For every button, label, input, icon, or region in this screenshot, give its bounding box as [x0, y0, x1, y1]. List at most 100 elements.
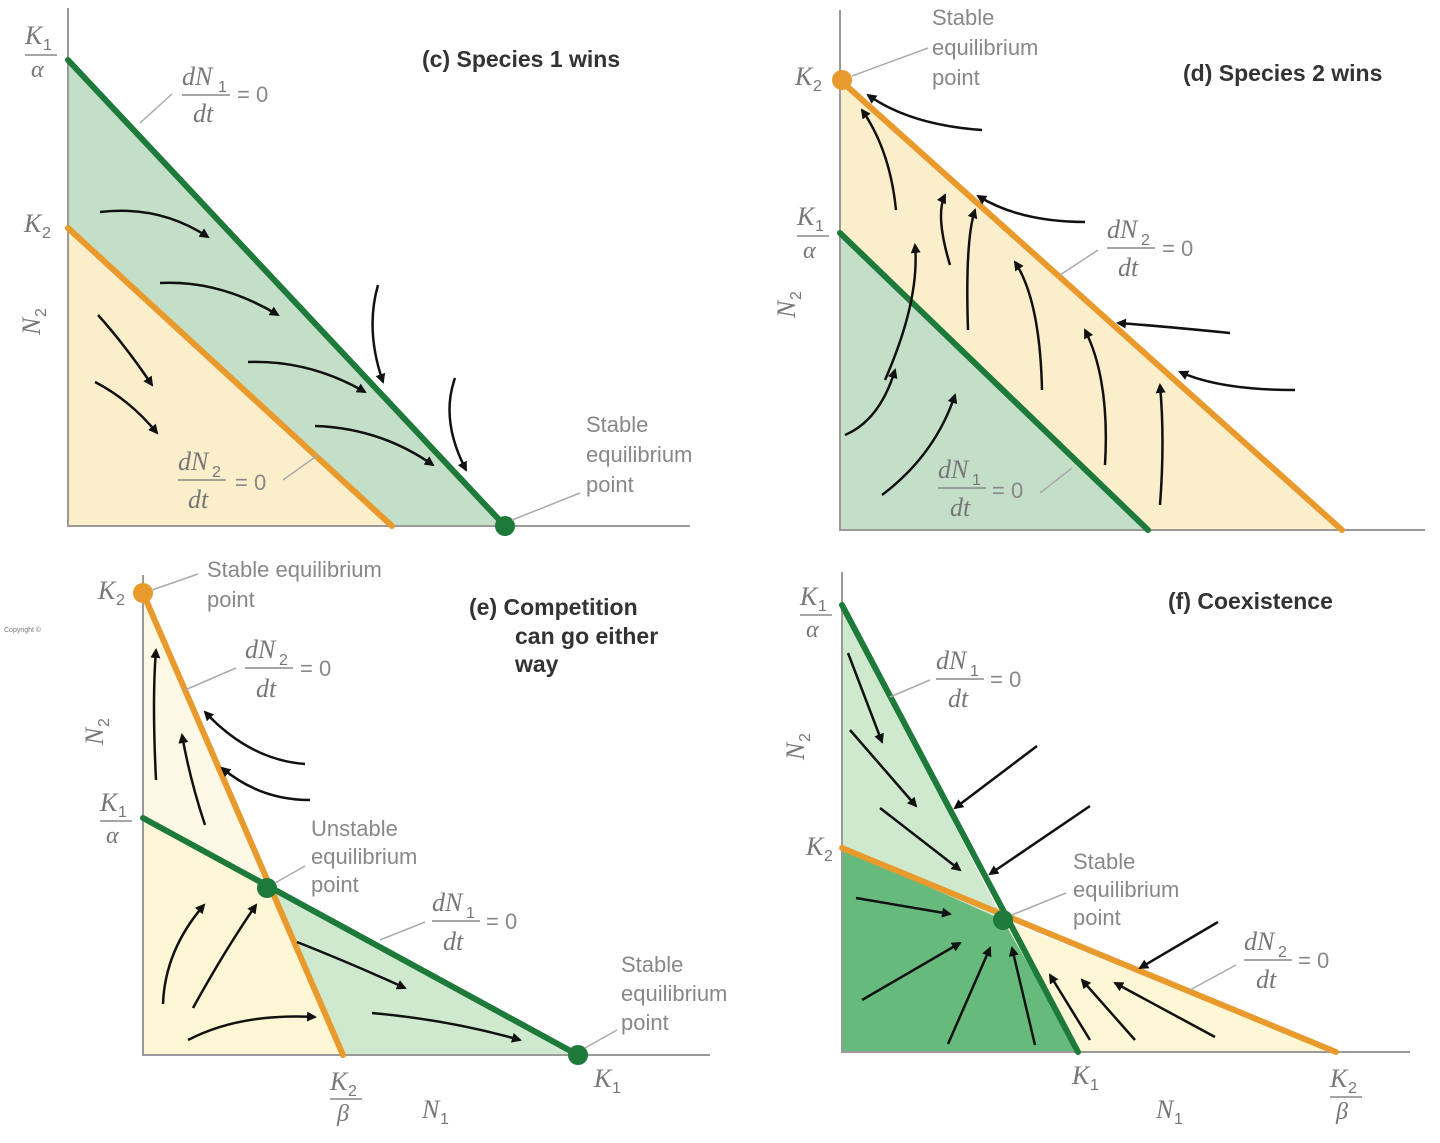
panel-d-iso1-label: dN 1 dt = 0 [938, 455, 1073, 522]
panel-f-stable-point [993, 910, 1013, 930]
svg-text:N: N [781, 741, 810, 761]
panel-f: (f) Coexistence K 1 α N 2 K 2 K 1 N 1 K … [781, 572, 1410, 1128]
arrow [191, 903, 258, 1009]
svg-text:K: K [97, 576, 117, 605]
arrow [97, 314, 154, 387]
svg-text:= 0: = 0 [300, 656, 331, 681]
panel-c-y-mid-label: K 2 [23, 209, 51, 242]
arrow [296, 940, 407, 990]
arrow [220, 766, 311, 802]
svg-text:2: 2 [33, 308, 50, 317]
svg-text:equilibrium: equilibrium [932, 35, 1038, 60]
arrow [855, 896, 952, 918]
svg-text:dN: dN [245, 635, 277, 664]
svg-text:dt: dt [443, 927, 464, 956]
panel-d-y-top-label: K 2 [794, 62, 822, 95]
svg-text:= 0: = 0 [992, 478, 1023, 503]
arrow [314, 424, 435, 467]
panel-c-iso1-label: dN 1 dt = 0 [139, 62, 268, 128]
svg-text:point: point [932, 65, 980, 90]
arrow [94, 380, 159, 435]
panel-e-unstable-point-label: Unstable equilibrium point [274, 816, 417, 897]
panel-f-iso2-label: dN 2 dt = 0 [1189, 927, 1329, 994]
svg-text:Stable: Stable [932, 5, 994, 30]
svg-text:equilibrium: equilibrium [621, 981, 727, 1006]
panel-c-isocline-species2 [65, 225, 395, 529]
svg-text:α: α [806, 617, 819, 643]
svg-text:N: N [17, 316, 46, 336]
panel-e-yellow-region [143, 818, 343, 1055]
panel-c-y-top-label: K 1 α [24, 21, 57, 83]
arrow [371, 1011, 522, 1043]
svg-text:α: α [803, 238, 816, 264]
svg-text:Stable: Stable [586, 412, 648, 437]
svg-text:equilibrium: equilibrium [311, 844, 417, 869]
panel-c-axes [67, 8, 690, 527]
arrow [1178, 370, 1296, 392]
arrow [1008, 946, 1037, 1046]
panel-f-axes [841, 572, 1410, 1053]
panel-c-point-label: Stable equilibrium point [511, 412, 692, 521]
panel-f-iso1-label: dN 1 dt = 0 [889, 646, 1021, 713]
arrow [1138, 920, 1219, 970]
panel-d: (d) Species 2 wins K 2 K 1 α N 2 Stable … [772, 5, 1425, 533]
arrow [976, 194, 1086, 224]
svg-text:2: 2 [1278, 944, 1287, 961]
svg-text:2: 2 [1141, 232, 1150, 249]
panel-d-title: (d) Species 2 wins [1183, 60, 1382, 86]
arrow [883, 243, 921, 381]
svg-text:= 0: = 0 [990, 667, 1021, 692]
arrow [178, 733, 207, 826]
svg-text:2: 2 [788, 291, 805, 300]
arrow [1155, 383, 1166, 506]
arrow [881, 393, 958, 496]
svg-text:K: K [593, 1064, 613, 1093]
svg-text:β: β [336, 1101, 349, 1127]
svg-text:dt: dt [188, 485, 209, 514]
svg-text:K: K [99, 788, 119, 817]
svg-text:2: 2 [42, 225, 51, 242]
svg-text:dN: dN [1107, 215, 1139, 244]
svg-text:equilibrium: equilibrium [586, 442, 692, 467]
svg-text:Unstable: Unstable [311, 816, 398, 841]
svg-text:dN: dN [432, 888, 464, 917]
arrow [1013, 260, 1044, 391]
panel-e-iso1-label: dN 1 dt = 0 [379, 888, 517, 956]
panel-d-trajectory-arrows [844, 93, 1296, 506]
svg-text:α: α [31, 57, 44, 83]
panel-c-title: (c) Species 1 wins [422, 46, 620, 72]
panel-e: (e) Competition can go either way Copyri… [4, 557, 727, 1128]
panel-f-y-top-label: K 1 α [799, 582, 832, 643]
svg-text:= 0: = 0 [237, 82, 268, 107]
svg-text:dt: dt [1256, 965, 1277, 994]
panel-e-stable-point-right [568, 1045, 588, 1065]
svg-text:dN: dN [936, 646, 968, 675]
arrow [150, 648, 161, 781]
arrow [159, 281, 280, 317]
arrow [1083, 328, 1108, 466]
svg-text:1: 1 [815, 218, 824, 235]
svg-text:β: β [1335, 1099, 1348, 1125]
arrow [844, 368, 898, 437]
panel-e-axes [142, 575, 710, 1056]
svg-text:point: point [1073, 905, 1121, 930]
panel-d-isocline-species1 [837, 230, 1151, 533]
svg-text:= 0: = 0 [235, 470, 266, 495]
svg-text:1: 1 [218, 79, 227, 96]
svg-text:K: K [329, 1067, 349, 1096]
svg-text:K: K [24, 21, 44, 50]
arrow [187, 1011, 317, 1042]
svg-text:1: 1 [43, 37, 52, 54]
panel-d-y-axis-label: N 2 [772, 291, 805, 319]
svg-text:point: point [207, 587, 255, 612]
arrow [161, 903, 206, 1005]
panel-e-x-end-label: K 1 [593, 1064, 621, 1097]
panel-f-y-mid-label: K 2 [805, 832, 833, 865]
svg-text:way: way [514, 651, 559, 677]
arrow [953, 745, 1038, 810]
svg-text:N: N [421, 1095, 441, 1124]
svg-text:(e) Competition: (e) Competition [469, 594, 638, 620]
arrow [1113, 981, 1216, 1039]
svg-text:2: 2 [279, 652, 288, 669]
